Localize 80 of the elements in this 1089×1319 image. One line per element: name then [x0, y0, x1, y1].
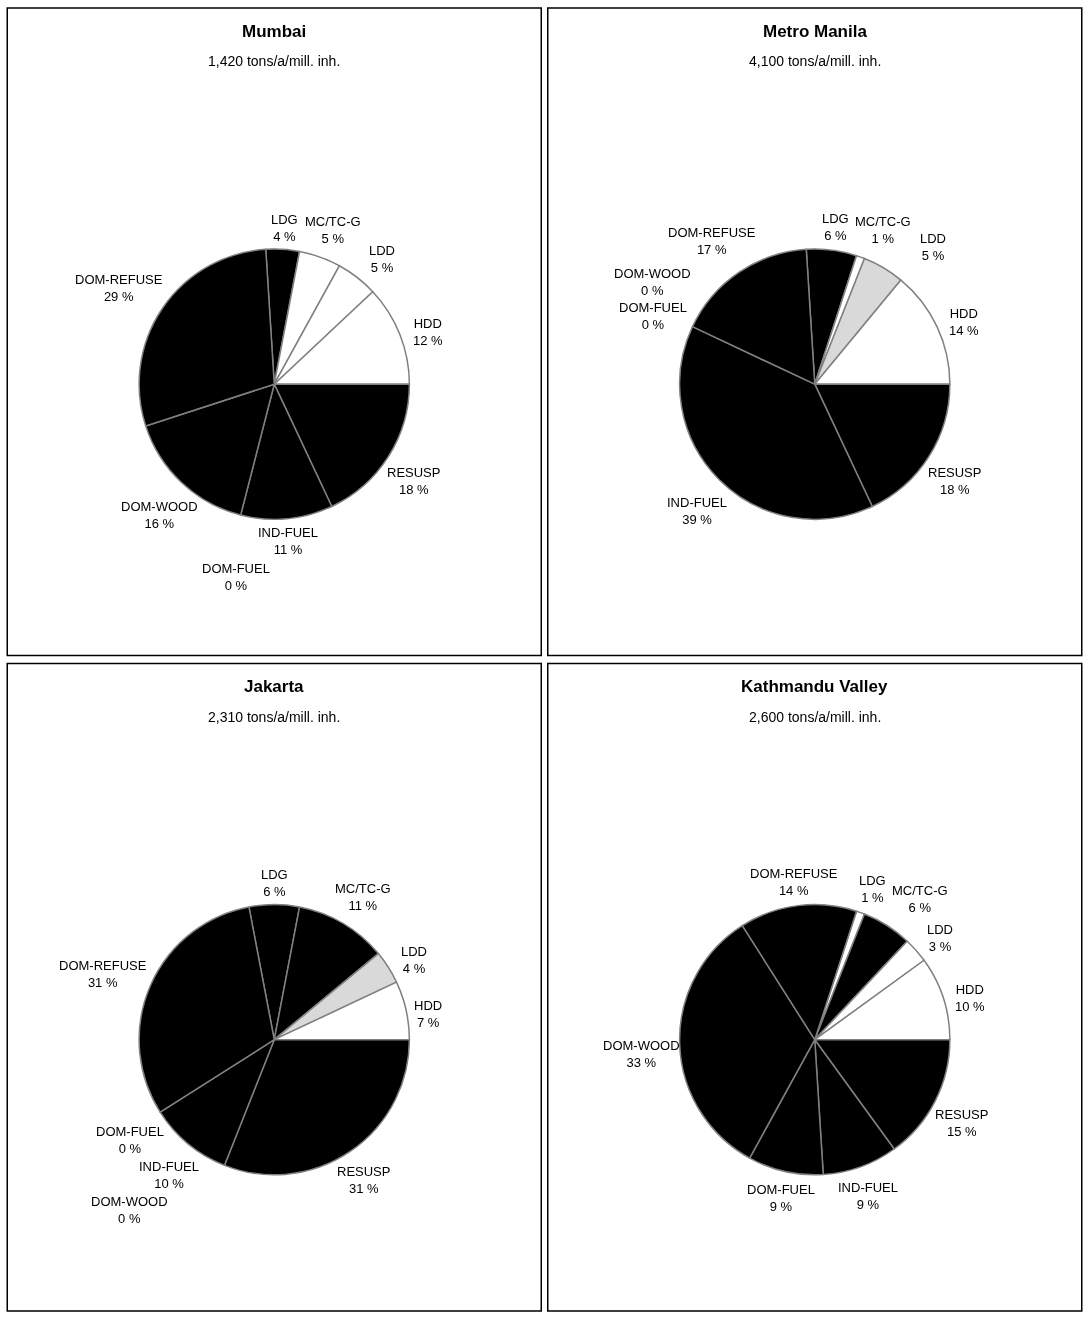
slice-label: HDD	[413, 316, 442, 331]
slice-label: IND-FUEL	[838, 1180, 898, 1195]
category-label: DOM-FUEL	[96, 1124, 164, 1139]
data-label: 31 %	[348, 1180, 379, 1196]
slice-label: DOM-FUEL	[747, 1182, 815, 1197]
chart-title: Kathmandu Valley	[741, 677, 888, 696]
slice-label: IND-FUEL	[258, 525, 318, 540]
chart-title: Jakarta	[244, 677, 305, 696]
data-label: 16 %	[144, 515, 175, 531]
data-label: 1 %	[871, 230, 895, 246]
slice-label: IND-FUEL	[667, 495, 727, 510]
data-label: 31 %	[87, 974, 118, 990]
slice-label: LDG	[822, 211, 849, 226]
data-label: 17 %	[696, 241, 727, 257]
slice-label: MC/TC-G	[855, 214, 911, 229]
chart-subtitle: 2,600 tons/a/mill. inh.	[749, 709, 882, 725]
data-label: 6 %	[824, 227, 848, 243]
data-label: 10 %	[955, 998, 986, 1014]
slice-label: LDG	[271, 212, 298, 227]
data-label: 6 %	[263, 883, 287, 899]
chart-subtitle: 1,420 tons/a/mill. inh.	[208, 53, 341, 69]
data-label: 18 %	[398, 481, 429, 497]
data-label: 33 %	[626, 1054, 657, 1070]
category-label: DOM-WOOD	[614, 266, 691, 281]
data-label: 14 %	[949, 322, 980, 338]
data-label: 18 %	[939, 481, 970, 497]
data-label: 11 %	[273, 541, 303, 557]
data-label: 29 %	[103, 288, 134, 304]
data-label: 3 %	[928, 938, 952, 954]
chart-title: Mumbai	[242, 22, 307, 41]
text: 0 %	[641, 316, 665, 332]
slice-label: DOM-REFUSE	[668, 225, 756, 240]
slice-label: HDD	[949, 306, 978, 321]
slice-label: LDD	[401, 944, 428, 959]
data-label: 7 %	[416, 1014, 440, 1030]
text: 0 %	[224, 577, 248, 593]
slice-label: DOM-REFUSE	[750, 866, 838, 881]
data-label: 5 %	[370, 259, 394, 275]
data-label: 6 %	[908, 899, 932, 915]
slice-label: DOM-WOOD	[121, 499, 198, 514]
data-label: 14 %	[778, 882, 809, 898]
chart-title: Metro Manila	[763, 22, 868, 41]
slice-label: DOM-WOOD	[603, 1038, 680, 1053]
slice-label: LDG	[859, 873, 886, 888]
data-label: 5 %	[921, 247, 945, 263]
slice-label: RESUSP	[337, 1164, 391, 1179]
slice-label: HDD	[414, 998, 443, 1013]
slice-label: DOM-REFUSE	[59, 958, 147, 973]
chart-subtitle: 2,310 tons/a/mill. inh.	[208, 709, 341, 725]
data-label: 4 %	[402, 960, 426, 976]
data-label: 11 %	[348, 897, 378, 913]
data-label: 4 %	[273, 228, 297, 244]
data-label: 9 %	[856, 1196, 880, 1212]
data-label: 39 %	[682, 511, 713, 527]
slice-label: RESUSP	[935, 1107, 989, 1122]
slice-label: MC/TC-G	[335, 881, 391, 896]
slice-label: LDD	[927, 922, 954, 937]
data-label: 10 %	[154, 1175, 185, 1191]
slice-label: LDG	[261, 867, 288, 882]
chart-subtitle: 4,100 tons/a/mill. inh.	[749, 53, 882, 69]
slice-label: IND-FUEL	[139, 1159, 199, 1174]
text: 0 %	[118, 1210, 141, 1226]
data-label: 9 %	[769, 1198, 793, 1214]
data-label: 1 %	[861, 889, 885, 905]
slice-label: RESUSP	[928, 465, 982, 480]
slice-label: HDD	[955, 982, 984, 997]
category-label: DOM-FUEL	[619, 300, 687, 315]
data-label: 15 %	[946, 1123, 977, 1139]
data-label: 12 %	[413, 332, 444, 348]
text: 0 %	[118, 1140, 142, 1156]
text: 0 %	[641, 282, 664, 298]
data-label: 5 %	[321, 230, 345, 246]
slice-label: DOM-REFUSE	[75, 272, 163, 287]
category-label: DOM-WOOD	[91, 1194, 168, 1209]
category-label: DOM-FUEL	[202, 561, 270, 576]
slice-label: RESUSP	[387, 465, 441, 480]
slice-label: MC/TC-G	[892, 883, 948, 898]
slice-label: MC/TC-G	[305, 214, 361, 229]
slice-label: LDD	[369, 243, 396, 258]
slice-label: LDD	[920, 231, 947, 246]
